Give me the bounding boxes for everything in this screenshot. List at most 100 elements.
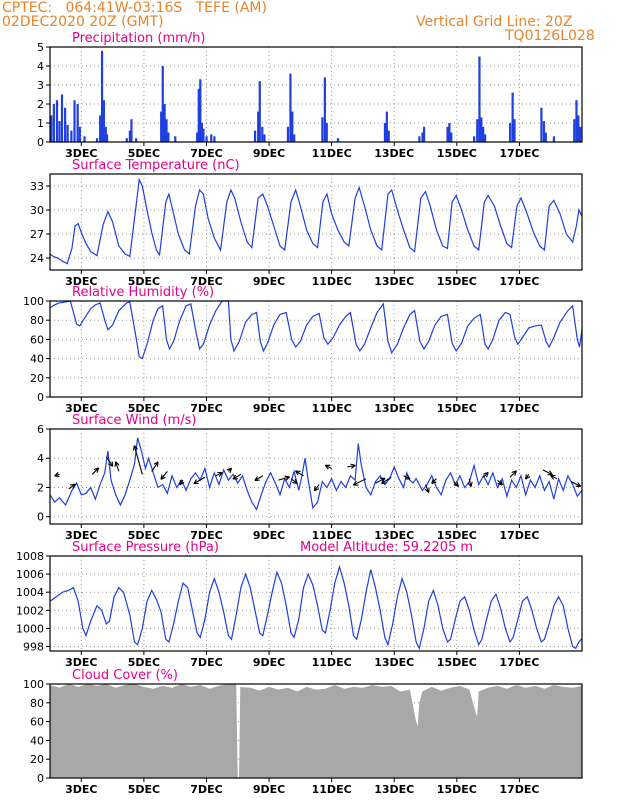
rh-x-tick-label: 7DEC bbox=[190, 402, 222, 415]
wind-arrow-shaft bbox=[193, 476, 206, 485]
rh-x-tick-label: 5DEC bbox=[128, 402, 160, 415]
temp-x-tick-label: 13DEC bbox=[374, 275, 414, 288]
precip-bar bbox=[483, 134, 487, 142]
cloud-x-tick-label: 17DEC bbox=[499, 783, 539, 796]
rh-x-tick-label: 3DEC bbox=[65, 402, 97, 415]
wind-arrow-head bbox=[525, 474, 531, 480]
wind-arrow-shaft bbox=[278, 476, 290, 481]
temp-x-tick-label: 3DEC bbox=[65, 275, 97, 288]
wind-arrow-head bbox=[217, 472, 223, 477]
precip-bar bbox=[167, 132, 170, 142]
wind-arrow-head bbox=[160, 474, 166, 480]
wind-arrow-head bbox=[350, 463, 356, 469]
pres-y-tick-label: 1008 bbox=[16, 550, 44, 563]
precip-bar bbox=[422, 126, 426, 142]
precip-bar bbox=[52, 104, 55, 142]
rh-y-tick-label: 40 bbox=[30, 353, 44, 366]
precip-bar bbox=[476, 119, 479, 142]
wind-arrow-head bbox=[232, 474, 238, 480]
precip-bar bbox=[130, 119, 133, 142]
wind-y-tick-label: 0 bbox=[37, 511, 44, 524]
precip-bar bbox=[174, 136, 177, 142]
wind-x-tick-label: 7DEC bbox=[190, 529, 222, 542]
precip-x-tick-label: 7DEC bbox=[190, 147, 222, 160]
wind-arrow-shaft bbox=[133, 445, 143, 475]
precip-bar bbox=[263, 134, 266, 142]
precip-bar bbox=[511, 92, 514, 142]
wind-x-tick-label: 11DEC bbox=[312, 529, 352, 542]
wind-arrow-head bbox=[381, 479, 387, 485]
precip-bar bbox=[293, 134, 296, 142]
cloud-area bbox=[50, 684, 582, 778]
pres-y-tick-label: 1002 bbox=[16, 604, 44, 617]
pres-x-tick-label: 5DEC bbox=[128, 656, 160, 669]
precip-bar bbox=[55, 100, 59, 142]
precip-x-tick-label: 9DEC bbox=[253, 147, 285, 160]
precip-bar bbox=[291, 111, 294, 142]
precip-y-tick-label: 2 bbox=[37, 98, 44, 111]
wind-arrow-shaft bbox=[160, 471, 168, 480]
wind-arrow-head bbox=[352, 480, 359, 486]
pres-subtitle: Model Altitude: 59.2205 m bbox=[300, 540, 473, 555]
pres-y-tick-label: 1000 bbox=[16, 622, 44, 635]
precip-bar bbox=[289, 73, 292, 142]
wind-arrow-head bbox=[132, 445, 139, 451]
temp-x-tick-label: 7DEC bbox=[190, 275, 222, 288]
precip-bar bbox=[473, 136, 476, 142]
precip-y-tick-label: 0 bbox=[37, 136, 44, 149]
wind-arrow-shaft bbox=[375, 477, 386, 484]
precip-bar bbox=[66, 124, 69, 142]
pres-series-line bbox=[49, 564, 583, 651]
wind-arrow-head bbox=[193, 479, 199, 485]
wind-arrow-head bbox=[547, 470, 553, 476]
cloud-x-tick-label: 3DEC bbox=[65, 783, 97, 796]
pres-frame bbox=[49, 555, 583, 652]
precip-y-tick-label: 1 bbox=[37, 117, 44, 130]
precip-bar bbox=[542, 121, 546, 142]
wind-arrow-head bbox=[70, 483, 76, 489]
wind-arrow-shaft bbox=[151, 461, 159, 472]
pres-x-tick-label: 17DEC bbox=[499, 656, 539, 669]
precip-frame bbox=[49, 46, 583, 143]
wind-arrow-head bbox=[497, 480, 503, 486]
rh-y-tick-label: 20 bbox=[30, 372, 44, 385]
wind-arrow-shaft bbox=[105, 456, 114, 467]
precip-bar bbox=[325, 123, 328, 142]
rh-x-tick-label: 15DEC bbox=[437, 402, 477, 415]
wind-arrow-shaft bbox=[68, 483, 76, 490]
precip-bar bbox=[261, 126, 264, 142]
rh-series-line bbox=[49, 300, 583, 360]
wind-arrow-shaft bbox=[381, 476, 392, 485]
pres-x-tick-label: 13DEC bbox=[374, 656, 414, 669]
precip-bar bbox=[76, 104, 79, 142]
wind-y-tick-label: 6 bbox=[37, 423, 44, 436]
temp-y-tick-label: 30 bbox=[30, 204, 44, 217]
rh-x-tick-label: 17DEC bbox=[499, 402, 539, 415]
temp-x-tick-label: 5DEC bbox=[128, 275, 160, 288]
precip-bar bbox=[210, 134, 213, 142]
wind-arrow-head bbox=[226, 467, 233, 474]
precip-title: Precipitation (mm/h) bbox=[72, 31, 205, 46]
wind-frame bbox=[49, 428, 583, 525]
temp-x-tick-label: 17DEC bbox=[499, 275, 539, 288]
wind-arrow-head bbox=[114, 461, 120, 467]
precip-bar bbox=[579, 126, 582, 142]
wind-y-tick-label: 2 bbox=[37, 481, 44, 494]
precip-bar bbox=[58, 121, 61, 142]
cloud-y-tick-label: 100 bbox=[23, 678, 44, 691]
rh-y-tick-label: 100 bbox=[23, 295, 44, 308]
precip-bar bbox=[60, 94, 64, 142]
temp-y-tick-label: 27 bbox=[30, 228, 44, 241]
cloud-title: Cloud Cover (%) bbox=[72, 668, 178, 683]
precip-bar bbox=[513, 119, 516, 142]
pres-title: Surface Pressure (hPa) bbox=[72, 540, 219, 555]
temp-series-line bbox=[49, 177, 583, 265]
wind-arrow-shaft bbox=[115, 461, 120, 472]
precip-y-tick-label: 3 bbox=[37, 79, 44, 92]
wind-arrow-head bbox=[405, 474, 411, 480]
precip-bar bbox=[253, 130, 257, 142]
cloud-y-tick-label: 60 bbox=[30, 716, 44, 729]
wind-arrow-head bbox=[179, 479, 185, 486]
wind-arrow-head bbox=[550, 474, 556, 480]
rh-y-tick-label: 0 bbox=[37, 391, 44, 404]
